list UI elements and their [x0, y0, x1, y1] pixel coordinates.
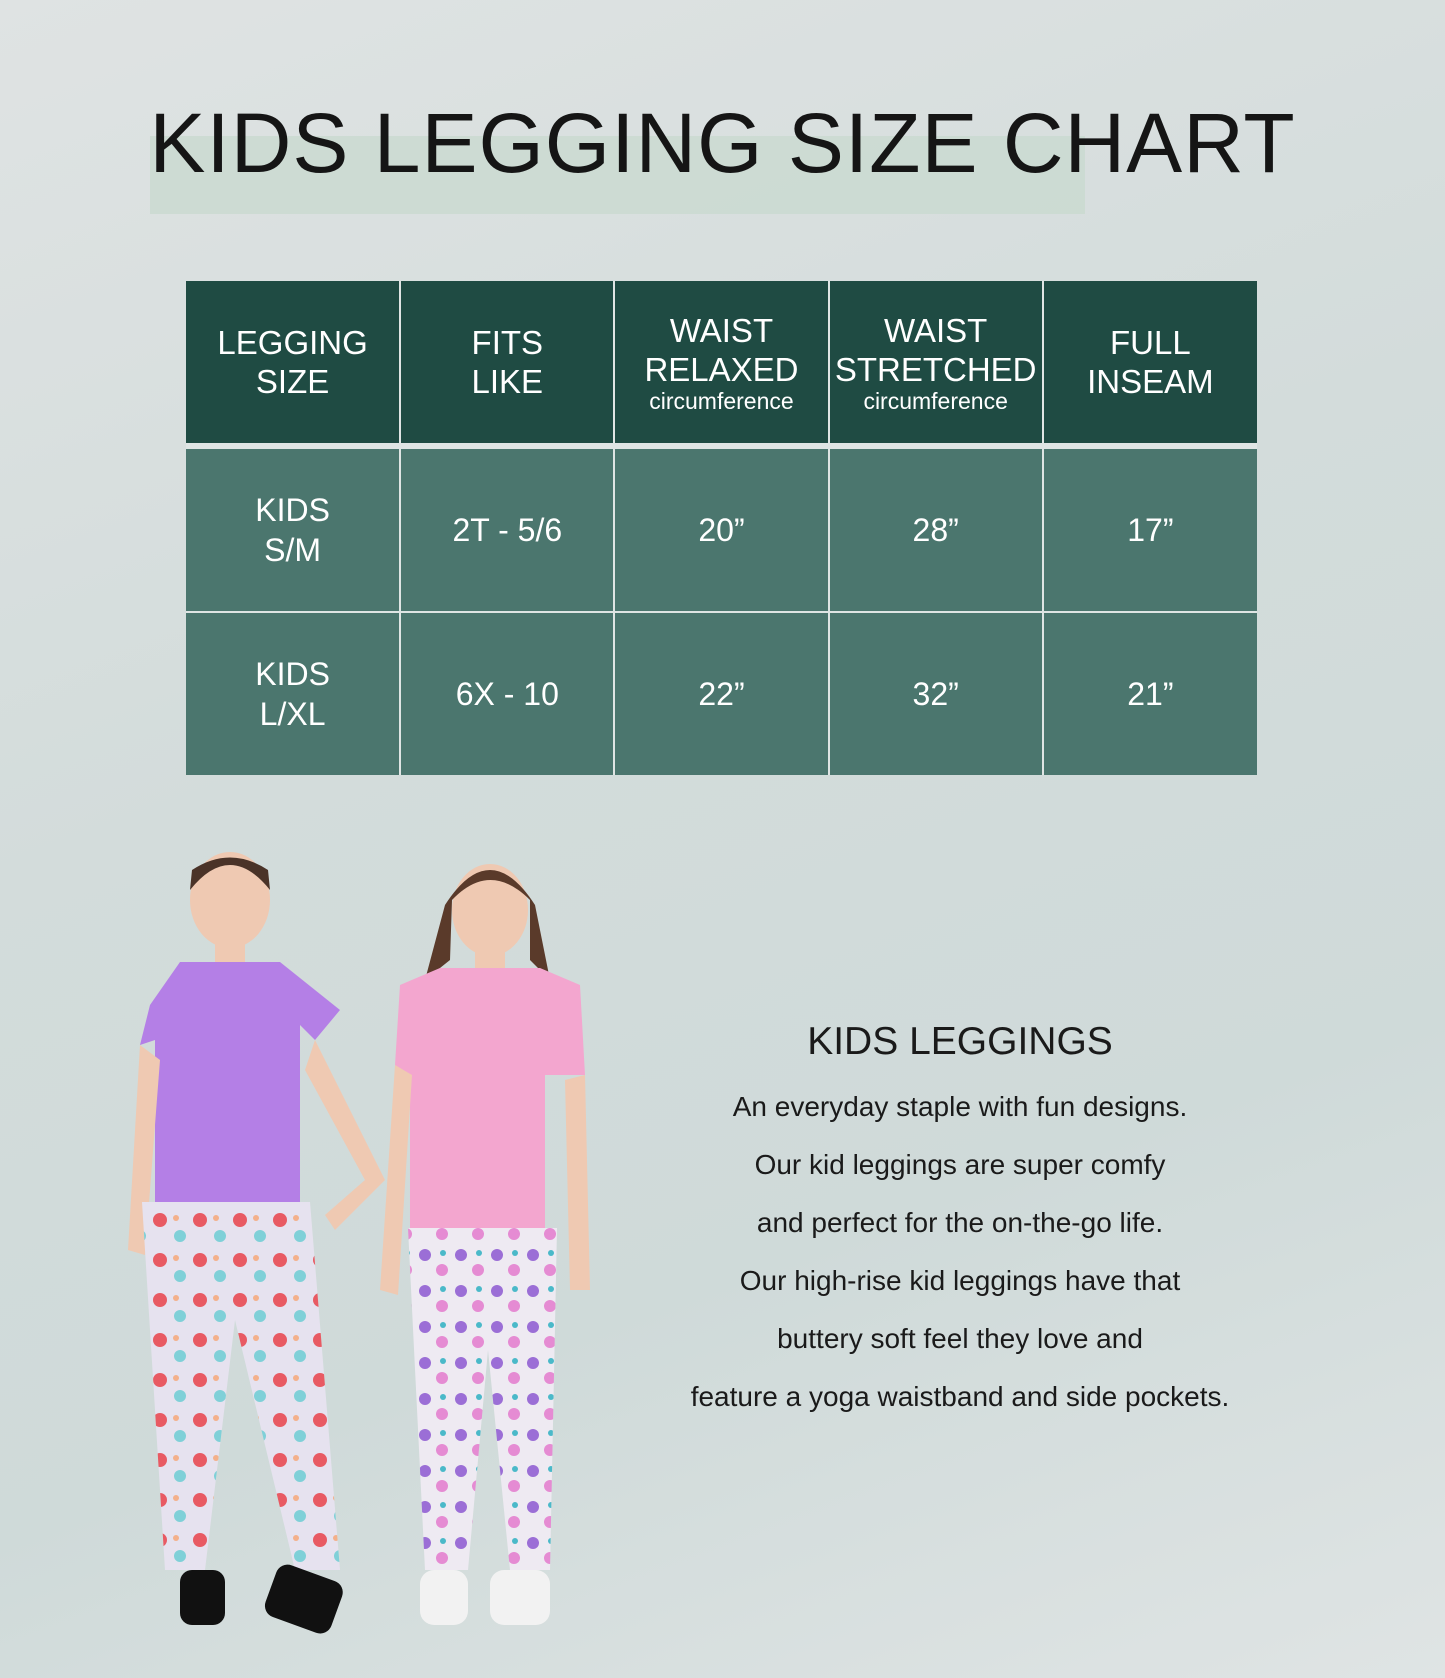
description-line: Our kid leggings are super comfy [754, 1149, 1166, 1180]
description-line: and perfect for the on-the-go life. [756, 1207, 1164, 1238]
kid-model-purple-shirt [128, 852, 385, 1634]
cell-waist-stretched: 32” [827, 612, 1044, 775]
cell-size: KIDS L/XL [186, 612, 402, 775]
cell-inseam: 17” [1041, 446, 1257, 613]
description-block: KIDS LEGGINGS An everyday staple with fu… [600, 1020, 1320, 1426]
cell-waist-relaxed: 22” [613, 612, 830, 775]
description-line: buttery soft feel they love and [777, 1323, 1143, 1354]
page-title: KIDS LEGGING SIZE CHART [149, 96, 1296, 190]
cell-inseam: 21” [1041, 612, 1257, 775]
description-line: feature a yoga waistband and side pocket… [690, 1381, 1230, 1412]
table-row: KIDS S/M 2T - 5/6 20” 28” 17” [186, 446, 1257, 613]
table-row: KIDS L/XL 6X - 10 22” 32” 21” [186, 612, 1257, 775]
title-highlight [150, 136, 1085, 214]
header-waist-relaxed: WAIST RELAXED circumference [613, 281, 830, 446]
description-line: Our high-rise kid leggings have that [739, 1265, 1181, 1296]
header-waist-stretched: WAIST STRETCHED circumference [827, 281, 1044, 446]
header-full-inseam: FULL INSEAM [1041, 281, 1257, 446]
kid-model-pink-shirt [380, 864, 590, 1625]
cell-waist-relaxed: 20” [613, 446, 830, 613]
description-heading: KIDS LEGGINGS [807, 1020, 1113, 1063]
cell-fits: 2T - 5/6 [399, 446, 616, 613]
table-header-row: LEGGING SIZE FITS LIKE WAIST RELAXED circumf… [186, 281, 1257, 446]
cell-fits: 6X - 10 [399, 612, 616, 775]
cell-waist-stretched: 28” [827, 446, 1044, 613]
header-fits-like: FITS LIKE [399, 281, 616, 446]
cell-size: KIDS S/M [186, 446, 402, 613]
size-chart-table: LEGGING SIZE FITS LIKE WAIST RELAXED circumf… [186, 281, 1257, 775]
description-line: An everyday staple with fun designs. [732, 1091, 1188, 1122]
header-legging-size: LEGGING SIZE [186, 281, 402, 446]
